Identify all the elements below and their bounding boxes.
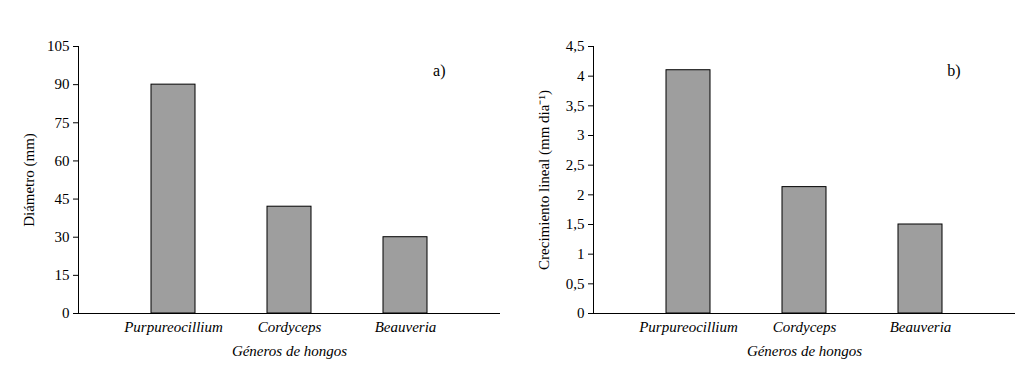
- svg-text:15: 15: [55, 267, 70, 283]
- svg-text:30: 30: [55, 229, 70, 245]
- svg-text:105: 105: [47, 38, 70, 54]
- svg-text:60: 60: [55, 153, 70, 169]
- svg-text:Purpureocillium: Purpureocillium: [638, 319, 738, 335]
- svg-text:45: 45: [55, 191, 70, 207]
- svg-text:1: 1: [577, 246, 585, 262]
- svg-text:Géneros de hongos: Géneros de hongos: [747, 343, 862, 359]
- svg-text:a): a): [433, 62, 445, 80]
- svg-text:Cordyceps: Cordyceps: [258, 319, 322, 335]
- svg-text:2: 2: [577, 187, 585, 203]
- svg-text:90: 90: [55, 76, 70, 92]
- svg-text:Diámetro (mm): Diámetro (mm): [21, 133, 38, 227]
- svg-text:2,5: 2,5: [566, 157, 585, 173]
- svg-text:1,5: 1,5: [566, 216, 585, 232]
- svg-text:4,5: 4,5: [566, 38, 585, 54]
- svg-text:0: 0: [577, 305, 585, 321]
- svg-text:0: 0: [62, 305, 70, 321]
- svg-text:0,5: 0,5: [566, 276, 585, 292]
- svg-text:Géneros de hongos: Géneros de hongos: [232, 343, 347, 359]
- svg-text:75: 75: [55, 115, 70, 131]
- svg-text:Purpureocillium: Purpureocillium: [123, 319, 223, 335]
- svg-text:3,5: 3,5: [566, 98, 585, 114]
- svg-text:3: 3: [577, 127, 585, 143]
- svg-text:4: 4: [577, 68, 585, 84]
- svg-text:Cordyceps: Cordyceps: [773, 319, 837, 335]
- svg-text:b): b): [947, 62, 960, 80]
- svg-text:Crecimiento lineal (mm dia⁻¹): Crecimiento lineal (mm dia⁻¹): [536, 90, 553, 270]
- svg-text:Beauveria: Beauveria: [375, 319, 437, 335]
- svg-text:Beauveria: Beauveria: [890, 319, 952, 335]
